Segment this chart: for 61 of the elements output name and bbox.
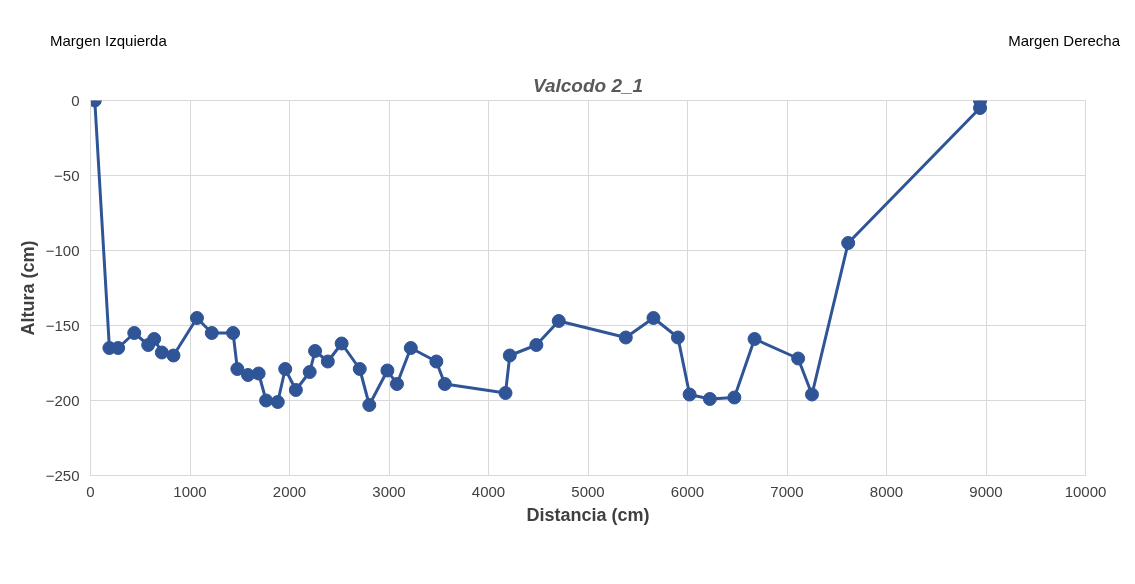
x-tick-label: 2000	[272, 482, 307, 500]
point	[226, 326, 241, 340]
point	[251, 366, 266, 381]
y-tick-label: −50	[54, 166, 80, 184]
x-tick-label: 7000	[770, 482, 804, 500]
point	[270, 395, 285, 409]
point	[230, 362, 245, 376]
point	[259, 393, 274, 408]
y-tick-label: −200	[45, 391, 80, 409]
point	[288, 383, 303, 397]
y-tick-label: −150	[45, 316, 80, 334]
point	[702, 392, 717, 406]
point	[204, 326, 219, 340]
point	[380, 363, 395, 378]
x-tick-label: 9000	[969, 482, 1003, 500]
point	[334, 336, 349, 351]
point	[154, 345, 169, 360]
chart-title: Valcodo 2_1	[532, 74, 644, 96]
point	[362, 398, 377, 412]
point	[320, 354, 335, 369]
point	[682, 387, 697, 402]
x-tick-label: 1000	[173, 482, 207, 500]
point	[111, 341, 126, 355]
x-tick-label: 6000	[670, 482, 705, 500]
point	[389, 377, 404, 391]
point	[841, 236, 856, 250]
x-tick-label: 0	[86, 482, 95, 500]
text: Margen Derecha	[1008, 31, 1120, 51]
y-tick-label: 0	[71, 91, 80, 109]
x-tick-label: 4000	[471, 482, 506, 500]
point	[804, 387, 819, 402]
point	[498, 386, 513, 400]
point	[352, 362, 367, 376]
point	[791, 351, 806, 366]
point	[502, 348, 517, 363]
point	[747, 332, 762, 346]
x-tick-label: 10000	[1064, 482, 1107, 500]
point	[278, 362, 293, 376]
point	[437, 377, 452, 391]
point	[127, 326, 142, 340]
point	[166, 348, 181, 363]
x-axis-title: Distancia (cm)	[526, 504, 650, 525]
point	[429, 354, 444, 369]
point	[529, 338, 544, 352]
point	[727, 390, 742, 405]
point	[302, 365, 317, 379]
text: Margen Izquierda	[50, 31, 167, 51]
x-tick-label: 3000	[372, 482, 406, 500]
x-tick-label: 5000	[571, 482, 605, 500]
point	[308, 344, 323, 358]
y-axis-title: Altura (cm)	[17, 240, 38, 336]
point	[147, 332, 162, 346]
point	[551, 314, 566, 328]
point	[646, 311, 661, 325]
y-tick-label: −100	[45, 241, 80, 259]
y-tick-label: −250	[45, 466, 80, 484]
point	[403, 341, 418, 355]
point	[670, 330, 685, 345]
point	[618, 330, 633, 345]
point	[189, 311, 204, 325]
x-tick-label: 8000	[869, 482, 904, 500]
